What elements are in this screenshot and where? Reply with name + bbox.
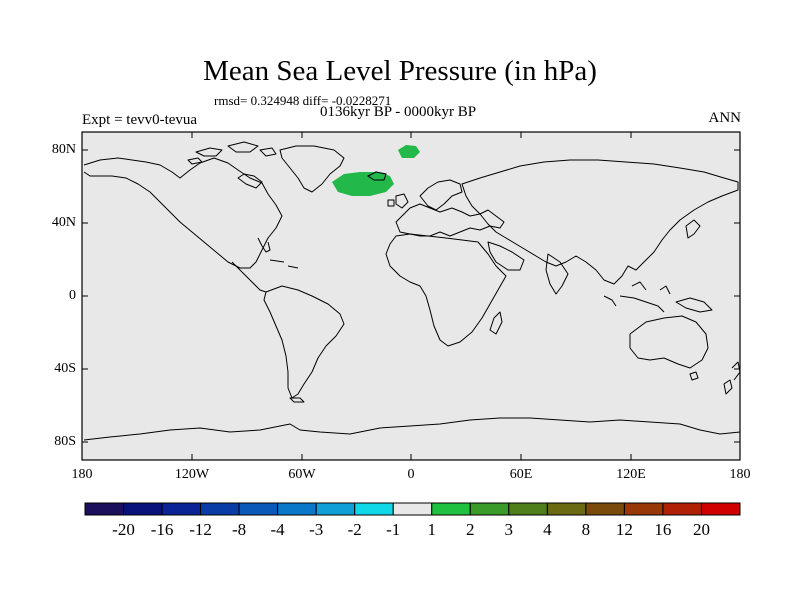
anomaly-north-atlantic — [332, 172, 394, 196]
coast-japan — [685, 219, 701, 239]
coast-south-america — [263, 285, 345, 399]
map-background — [82, 132, 740, 460]
colorbar-label: -4 — [270, 520, 285, 539]
lon-ticks — [81, 132, 741, 460]
coast-scandinavia — [419, 179, 463, 211]
colorbar-label: 3 — [504, 520, 514, 539]
lon-tick-label: 180 — [71, 467, 93, 482]
colorbar-swatch — [315, 502, 356, 516]
lon-tick-label: 120W — [174, 467, 210, 482]
coast-caribbean — [269, 259, 299, 269]
lon-tick-label: 180 — [729, 467, 751, 482]
coast-tierra-del-fuego — [289, 397, 305, 403]
coast-north-america — [83, 157, 283, 269]
season-label: ANN — [708, 110, 742, 126]
coast-africa — [385, 233, 507, 347]
lat-tick-label: 40S — [54, 361, 76, 376]
coast-india — [545, 253, 569, 295]
colorbar — [84, 502, 741, 516]
coast-antarctica — [83, 417, 740, 441]
coast-british-isles — [387, 193, 409, 209]
colorbar-label: 2 — [466, 520, 475, 539]
stats-label: rmsd= 0.324948 diff= -0.0228271 — [214, 93, 392, 108]
colorbar-swatch — [700, 502, 741, 516]
lat-tick-label: 80N — [51, 142, 76, 157]
colorbar-label: -20 — [112, 520, 135, 539]
lon-tick-label: 60E — [509, 467, 533, 482]
coast-central-america — [231, 261, 267, 293]
lon-tick-label: 120E — [616, 467, 646, 482]
coast-hudson-bay — [237, 173, 263, 189]
colorbar-swatch — [354, 502, 394, 516]
colorbar-label: 8 — [581, 520, 591, 539]
colorbar-swatch — [238, 502, 279, 516]
lat-tick-label: 40N — [51, 215, 76, 230]
lat-ticks — [82, 149, 740, 443]
colorbar-swatch — [508, 502, 548, 516]
colorbar-swatch — [277, 502, 317, 516]
coast-gulf — [257, 237, 271, 253]
coast-greenland — [279, 145, 345, 193]
colorbar-label: 12 — [615, 520, 633, 539]
colorbar-swatch — [546, 502, 587, 516]
lon-tick-label: 0 — [407, 467, 415, 482]
coast-arabia — [487, 241, 525, 271]
colorbar-swatch — [123, 502, 163, 516]
coast-asia — [461, 159, 739, 285]
colorbar-label: -12 — [189, 520, 212, 539]
colorbar-label: -3 — [309, 520, 324, 539]
period-label: 0136kyr BP - 0000kyr BP — [320, 104, 477, 120]
coast-new-guinea — [675, 297, 713, 313]
coast-arctic-islands — [187, 141, 277, 165]
colorbar-label: 16 — [654, 520, 672, 539]
colorbar-swatch — [662, 502, 702, 516]
experiment-label: Expt = tevv0-tevua — [82, 112, 198, 128]
colorbar-swatch — [623, 502, 664, 516]
anomaly-iceland-outline — [367, 171, 387, 181]
colorbar-swatch — [200, 502, 240, 516]
lon-tick-label: 60W — [288, 467, 316, 482]
colorbar-swatch — [469, 502, 510, 516]
colorbar-label: -16 — [150, 520, 174, 539]
coast-australia — [629, 315, 709, 369]
colorbar-swatch — [392, 502, 433, 516]
coast-se-asia — [603, 281, 671, 313]
coast-madagascar — [489, 311, 503, 335]
anomaly-fields — [332, 145, 420, 196]
lat-tick-label: 80S — [54, 434, 76, 449]
coast-tasmania — [689, 371, 699, 381]
lat-tick-label: 0 — [69, 288, 76, 303]
colorbar-label: -1 — [386, 520, 401, 539]
coast-europe — [395, 203, 505, 237]
colorbar-label: -2 — [347, 520, 362, 539]
coastlines — [83, 141, 740, 441]
colorbar-label: -8 — [232, 520, 247, 539]
coast-new-zealand — [723, 361, 740, 395]
chart-title: Mean Sea Level Pressure (in hPa) — [203, 55, 597, 87]
colorbar-label: 1 — [427, 520, 437, 539]
colorbar-swatch — [431, 502, 471, 516]
colorbar-swatch — [161, 502, 202, 516]
colorbar-swatch — [84, 502, 125, 516]
colorbar-label: 4 — [543, 520, 552, 539]
colorbar-label: 20 — [693, 520, 710, 539]
colorbar-swatch — [585, 502, 625, 516]
anomaly-barents — [398, 145, 420, 158]
